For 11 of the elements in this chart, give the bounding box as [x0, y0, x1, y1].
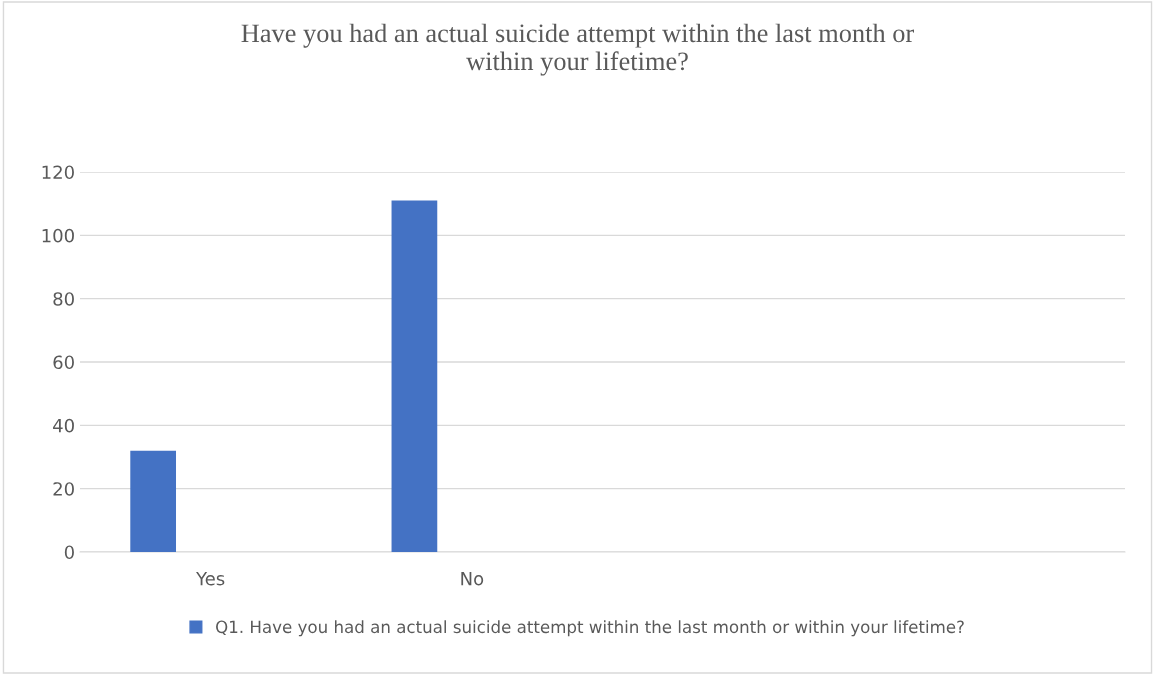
x-tick-label: Yes: [196, 572, 225, 586]
x-tick-label: No: [461, 572, 484, 586]
y-tick-label: 100: [42, 228, 74, 243]
y-tick-label: 120: [42, 165, 74, 180]
y-tick-label: 40: [53, 418, 74, 433]
y-tick-label: 80: [53, 292, 74, 306]
chart-title: Have you had an actual suicide attempt within the last month or within your lifetime?: [241, 23, 914, 76]
legend-label: Q1. Have you had an actual suicide attempt within the last month or within your lifetime?: [216, 620, 964, 637]
y-tick-label: 60: [53, 355, 74, 370]
y-tick-label: 20: [53, 482, 74, 496]
y-tick-label: 0: [64, 545, 74, 560]
